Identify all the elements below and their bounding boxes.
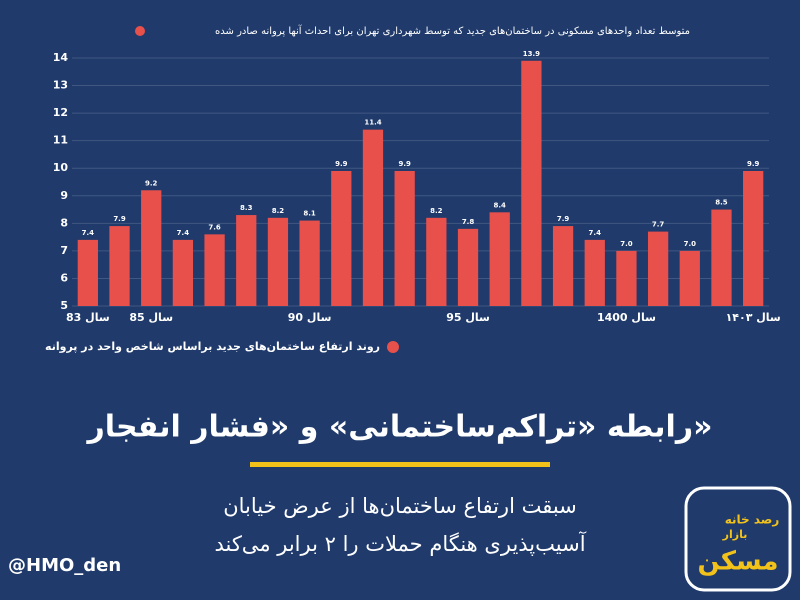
divider — [250, 462, 550, 467]
value-label: 7.4 — [177, 229, 190, 237]
value-label: 7.4 — [82, 229, 95, 237]
value-label: 9.9 — [398, 160, 411, 168]
logo — [684, 486, 792, 592]
value-label: 9.9 — [335, 160, 348, 168]
value-label: 8.2 — [272, 207, 285, 215]
x-tick-label: سال 85 — [129, 311, 173, 324]
value-label: 7.9 — [557, 215, 570, 223]
value-label: 7.6 — [208, 223, 221, 231]
headline: رابطه «تراکم‌ساختمانی» و «فشار انفجار» — [85, 410, 712, 445]
bar — [521, 60, 542, 306]
bar — [711, 209, 732, 306]
y-tick-label: 13 — [53, 79, 68, 92]
bar — [647, 231, 669, 306]
y-tick-label: 9 — [60, 189, 68, 202]
value-label: 8.3 — [240, 204, 253, 212]
bar — [616, 250, 637, 306]
bar — [457, 228, 479, 306]
bar — [141, 190, 162, 306]
bar — [362, 129, 384, 306]
bar — [489, 212, 510, 306]
note-marker — [387, 341, 399, 353]
y-tick-label: 7 — [60, 244, 68, 257]
bar — [331, 170, 352, 306]
value-label: 8.2 — [430, 207, 443, 215]
bar — [679, 250, 700, 306]
value-label: 7.9 — [113, 215, 126, 223]
x-tick-label: سال 95 — [446, 311, 490, 324]
y-tick-label: 11 — [53, 134, 68, 147]
value-label: 7.4 — [589, 229, 602, 237]
y-tick-label: 8 — [60, 216, 68, 229]
value-label: 8.1 — [303, 210, 316, 218]
x-tick-label: سال ۱۴۰۳ — [726, 311, 781, 324]
y-tick-label: 14 — [53, 51, 69, 64]
bar — [267, 217, 289, 306]
value-label: 8.4 — [494, 201, 507, 209]
bar — [394, 170, 415, 306]
subheadline: آسیب‌پذیری هنگام حملات را ۲ برابر می‌کند — [214, 531, 586, 556]
bar — [299, 220, 320, 306]
subheadline: سبقت ارتفاع ساختمان‌ها از عرض خیابان — [223, 494, 577, 518]
value-label: 7.8 — [462, 218, 475, 226]
x-tick-label: سال 1400 — [597, 311, 656, 324]
value-label: 7.0 — [684, 240, 697, 248]
logo-text: مسکن — [697, 547, 778, 577]
bar — [77, 239, 98, 306]
value-label: 11.4 — [364, 119, 381, 127]
x-tick-label: سال 90 — [288, 311, 332, 324]
y-tick-label: 5 — [60, 299, 68, 312]
y-tick-label: 12 — [53, 106, 68, 119]
value-label: 13.9 — [523, 50, 540, 58]
bar — [204, 234, 225, 306]
value-label: 7.0 — [620, 240, 633, 248]
bar — [584, 239, 605, 306]
bar — [109, 226, 130, 306]
x-tick-label: سال 83 — [66, 311, 110, 324]
bar — [426, 217, 447, 306]
bar — [552, 226, 574, 306]
logo-text: رصد خانه — [725, 513, 780, 527]
value-label: 9.2 — [145, 179, 158, 187]
value-label: 8.5 — [715, 199, 728, 207]
bar — [172, 239, 194, 306]
logo-text: بازار — [722, 528, 748, 541]
y-tick-label: 6 — [60, 271, 68, 284]
legend-entry: متوسط تعداد واحدهای مسکونی در ساختمان‌ها… — [215, 24, 690, 37]
value-label: 9.9 — [747, 160, 760, 168]
legend-marker — [135, 26, 145, 36]
note: روند ارتفاع ساختمان‌های جدید براساس شاخص… — [45, 340, 380, 353]
handle: @HMO_den — [8, 555, 121, 576]
bar — [236, 215, 257, 306]
value-label: 7.7 — [652, 221, 665, 229]
bar — [743, 170, 764, 306]
y-tick-label: 10 — [53, 161, 69, 174]
